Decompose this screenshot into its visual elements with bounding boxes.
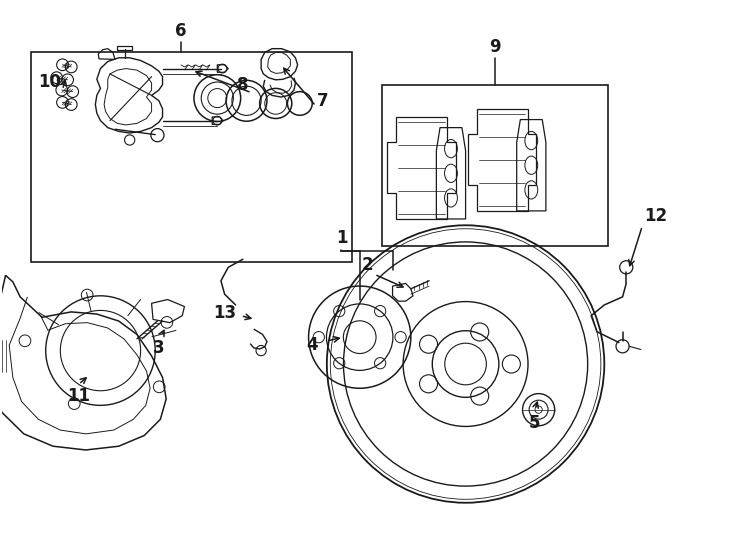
Text: 6: 6 [175, 22, 186, 40]
Text: 12: 12 [644, 207, 667, 225]
Text: 8: 8 [237, 76, 249, 93]
Text: 3: 3 [153, 339, 164, 357]
Text: 13: 13 [213, 304, 236, 322]
Text: 5: 5 [529, 414, 541, 432]
Text: 1: 1 [335, 229, 347, 247]
Bar [31, 52, 352, 262]
Bar [382, 85, 608, 246]
Text: 2: 2 [361, 255, 373, 274]
Text: 4: 4 [306, 336, 318, 354]
Text: 7: 7 [317, 92, 329, 110]
Text: 9: 9 [489, 38, 501, 56]
Text: 11: 11 [67, 387, 90, 405]
Text: 10: 10 [38, 73, 61, 91]
